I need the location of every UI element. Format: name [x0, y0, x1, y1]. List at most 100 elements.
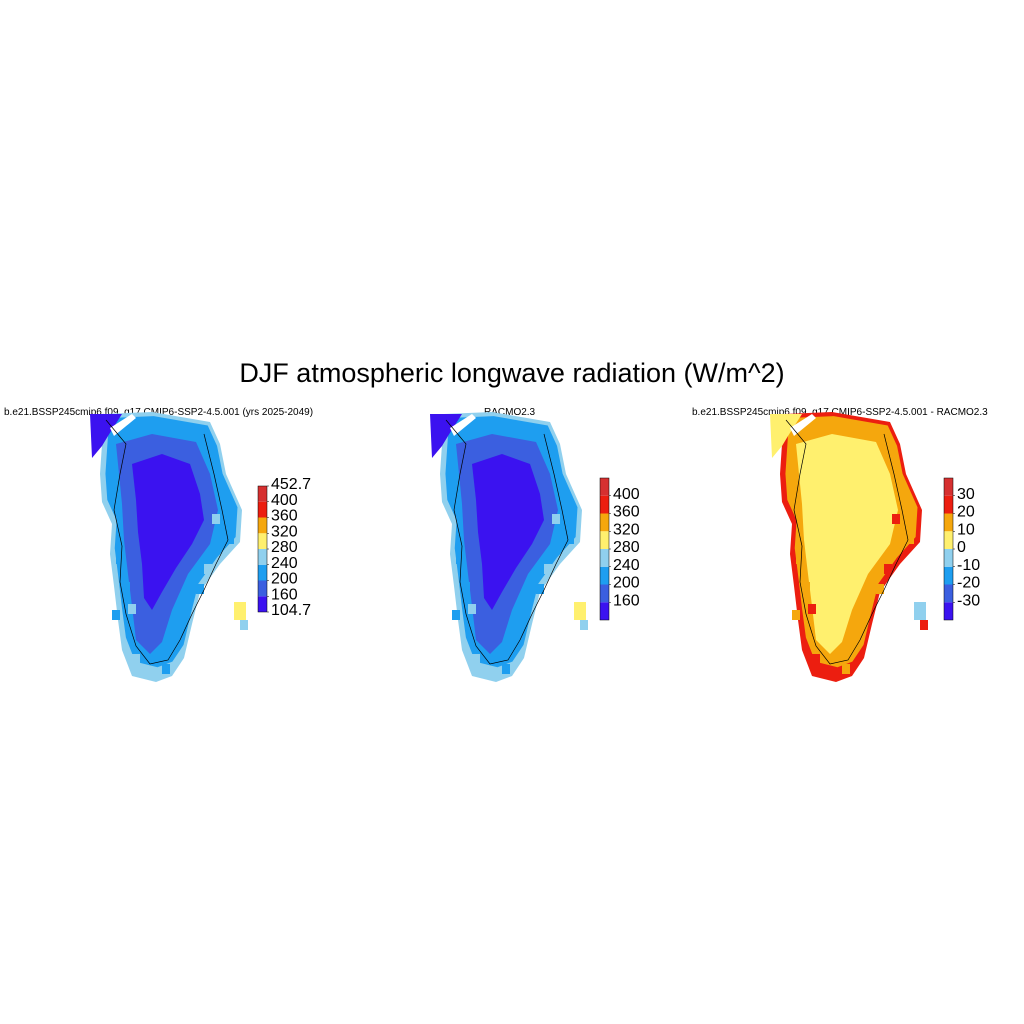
colorbar-tick-label: 240 — [613, 557, 640, 574]
colorbar-swatch — [600, 566, 609, 585]
strait-gap — [790, 414, 816, 436]
colorbar-tick-label: 452.7 — [271, 476, 311, 493]
grid-cell — [132, 654, 140, 664]
grid-cell — [802, 582, 810, 592]
grid-cell — [796, 554, 804, 564]
grid-cell — [462, 582, 470, 592]
colorbar-tick-label: 240 — [271, 555, 298, 572]
grid-cell — [560, 524, 568, 534]
region-northwest — [770, 414, 802, 458]
strait-gap — [110, 414, 136, 436]
colorbar-swatch — [944, 513, 953, 532]
colorbar-swatch — [258, 501, 267, 518]
coastline — [105, 419, 229, 665]
map-model — [90, 412, 248, 682]
region-northwest — [90, 414, 122, 458]
colorbar-tick-label: 320 — [613, 521, 640, 538]
colorbar-swatch — [944, 531, 953, 549]
colorbar-tick-label: -30 — [957, 592, 980, 609]
grid-cell — [226, 534, 234, 544]
colorbar-tick-label: 104.7 — [271, 602, 311, 619]
colorbar-tick-label: 400 — [271, 492, 298, 509]
island-cell — [234, 602, 246, 620]
colorbar-tick-label: -20 — [957, 575, 980, 592]
colorbar-swatch — [600, 513, 609, 532]
grid-cell — [792, 610, 800, 620]
grid-cell — [858, 600, 866, 610]
colorbar-tick-label: 320 — [271, 523, 298, 540]
map-difference — [770, 412, 928, 682]
strait-gap — [450, 414, 476, 436]
colorbar-tick-label: 160 — [613, 592, 640, 609]
grid-cell — [178, 600, 186, 610]
map-racmo — [430, 412, 588, 682]
colorbar-tick-label: 200 — [613, 575, 640, 592]
colorbar-tick-label: 200 — [271, 571, 298, 588]
grid-cell — [812, 654, 820, 664]
grid-cell — [566, 534, 574, 544]
colorbar-tick-label: 30 — [957, 486, 975, 503]
colorbar-swatch — [944, 566, 953, 585]
colorbar-swatch — [600, 584, 609, 603]
grid-cell — [884, 564, 892, 574]
grid-cell — [196, 584, 204, 594]
grid-cell — [876, 584, 884, 594]
grid-cell — [452, 610, 460, 620]
grid-cell — [906, 534, 914, 544]
colorbar-swatch — [258, 564, 267, 581]
grid-cell — [116, 554, 124, 564]
grid-cell — [900, 524, 908, 534]
region-northwest — [430, 414, 462, 458]
colorbar-swatch — [258, 517, 267, 534]
grid-cell — [842, 664, 850, 674]
region-interior — [132, 454, 204, 610]
grid-cell — [472, 654, 480, 664]
grid-cell — [808, 604, 816, 614]
grid-cell — [502, 664, 510, 674]
grid-cell — [544, 564, 552, 574]
island-cell — [914, 602, 926, 620]
colorbar-swatch — [944, 495, 953, 514]
colorbar-swatch — [600, 549, 609, 567]
grid-cell — [468, 604, 476, 614]
grid-cell — [892, 514, 900, 524]
grid-cell — [220, 524, 228, 534]
colorbar-swatch — [944, 549, 953, 567]
island-cell — [574, 602, 586, 620]
colorbar-swatch — [600, 495, 609, 514]
island-cell — [580, 620, 588, 630]
panel-title-difference: b.e21.BSSP245cmip6.f09_g17.CMIP6-SSP2-4.… — [692, 407, 988, 418]
colorbar-tick-label: 400 — [613, 486, 640, 503]
colorbar-tick-label: 280 — [613, 539, 640, 556]
colorbar-swatch — [258, 533, 267, 549]
island-cell — [920, 620, 928, 630]
colorbar-tick-label: 160 — [271, 586, 298, 603]
region-interior — [472, 454, 544, 610]
grid-cell — [128, 604, 136, 614]
grid-cell — [552, 514, 560, 524]
grid-cell — [212, 514, 220, 524]
colorbar-swatch — [258, 549, 267, 565]
colorbar-tick-label: -10 — [957, 557, 980, 574]
colorbar-swatch — [600, 531, 609, 549]
coastline — [445, 419, 569, 665]
colorbar-tick-label: 360 — [613, 504, 640, 521]
colorbar-swatch — [600, 602, 609, 620]
figure-title: DJF atmospheric longwave radiation (W/m^… — [239, 358, 785, 388]
grid-cell — [536, 584, 544, 594]
colorbar-swatch — [944, 584, 953, 603]
grid-cell — [112, 610, 120, 620]
grid-cell — [122, 582, 130, 592]
colorbar-swatch — [258, 580, 267, 597]
grid-cell — [204, 564, 212, 574]
colorbar-tick-label: 280 — [271, 539, 298, 556]
colorbar-swatch — [944, 602, 953, 620]
colorbar-tick-label: 360 — [271, 508, 298, 525]
grid-cell — [518, 600, 526, 610]
colorbar-tick-label: 20 — [957, 504, 975, 521]
panel-title-model: b.e21.BSSP245cmip6.f09_g17.CMIP6-SSP2-4.… — [4, 407, 314, 418]
colorbar-tick-label: 10 — [957, 521, 975, 538]
